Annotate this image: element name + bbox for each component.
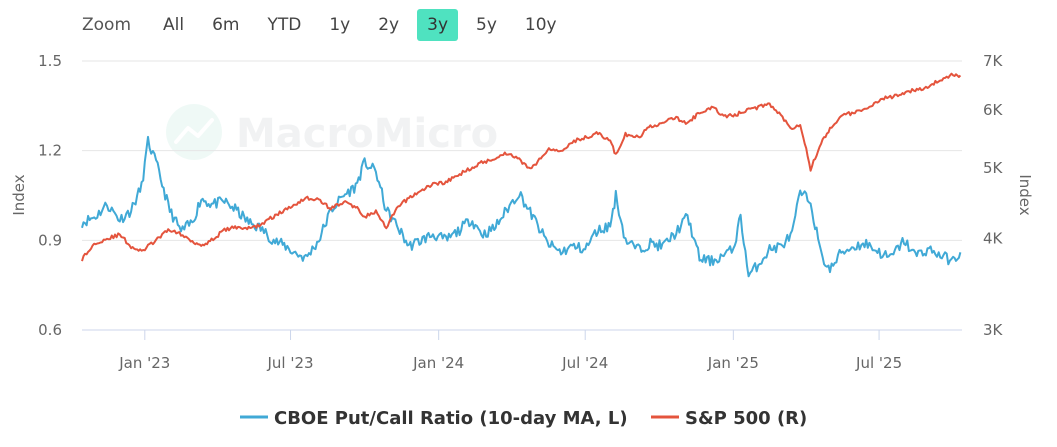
y-axis-right-title: Index xyxy=(1016,174,1034,215)
legend-label-spx: S&P 500 (R) xyxy=(685,408,807,429)
y-right-tick-label: 5K xyxy=(983,159,1004,177)
x-tick-label: Jan '25 xyxy=(707,354,759,372)
series-line-pcr xyxy=(81,135,962,278)
watermark: MacroMicro xyxy=(166,104,498,160)
zoom-6m-button[interactable]: 6m xyxy=(212,15,240,35)
zoom-2y-button[interactable]: 2y xyxy=(378,15,400,35)
zoom-3y-button[interactable]: 3y xyxy=(417,9,459,41)
x-tick-label: Jul '25 xyxy=(855,354,902,372)
legend-label-pcr: CBOE Put/Call Ratio (10-day MA, L) xyxy=(274,408,628,429)
x-tick-label: Jan '23 xyxy=(118,354,170,372)
y-axis-right: 3K 4K 5K 6K 7K xyxy=(983,52,1004,339)
x-axis: Jan '23 Jul '23 Jan '24 Jul '24 Jan '25 Jul '… xyxy=(82,329,962,372)
y-axis-left: 0.6 0.9 1.2 1.5 xyxy=(38,52,62,339)
zoom-5y-button[interactable]: 5y xyxy=(476,15,497,35)
zoom-label: Zoom xyxy=(82,15,132,35)
legend-item-pcr[interactable]: CBOE Put/Call Ratio (10-day MA, L) xyxy=(240,408,628,429)
zoom-all-button[interactable]: All xyxy=(163,15,185,35)
series-line-spx xyxy=(81,72,962,262)
watermark-logo-line xyxy=(174,118,214,144)
y-right-tick-label: 4K xyxy=(983,230,1004,248)
zoom-10y-button[interactable]: 10y xyxy=(524,15,557,35)
watermark-text: MacroMicro xyxy=(236,111,498,157)
zoom-1y-button[interactable]: 1y xyxy=(329,15,351,35)
y-right-tick-label: 7K xyxy=(983,52,1004,70)
zoom-toolbar: Zoom All 6m YTD 1y 2y 3y 5y 10y xyxy=(82,8,575,42)
y-left-tick-label: 0.6 xyxy=(38,321,62,339)
x-tick-label: Jul '24 xyxy=(561,354,608,372)
zoom-ytd-button[interactable]: YTD xyxy=(267,15,302,35)
y-right-tick-label: 3K xyxy=(983,321,1004,339)
y-left-tick-label: 0.9 xyxy=(38,231,62,249)
legend-item-spx[interactable]: S&P 500 (R) xyxy=(651,408,807,429)
y-axis-left-title: Index xyxy=(10,174,28,215)
y-left-tick-label: 1.2 xyxy=(38,142,62,160)
y-right-tick-label: 6K xyxy=(983,101,1004,119)
series-lines xyxy=(81,72,962,278)
y-left-tick-label: 1.5 xyxy=(38,52,62,70)
x-tick-label: Jan '24 xyxy=(412,354,464,372)
x-tick-label: Jul '23 xyxy=(266,354,313,372)
legend: CBOE Put/Call Ratio (10-day MA, L) S&P 5… xyxy=(240,408,807,429)
